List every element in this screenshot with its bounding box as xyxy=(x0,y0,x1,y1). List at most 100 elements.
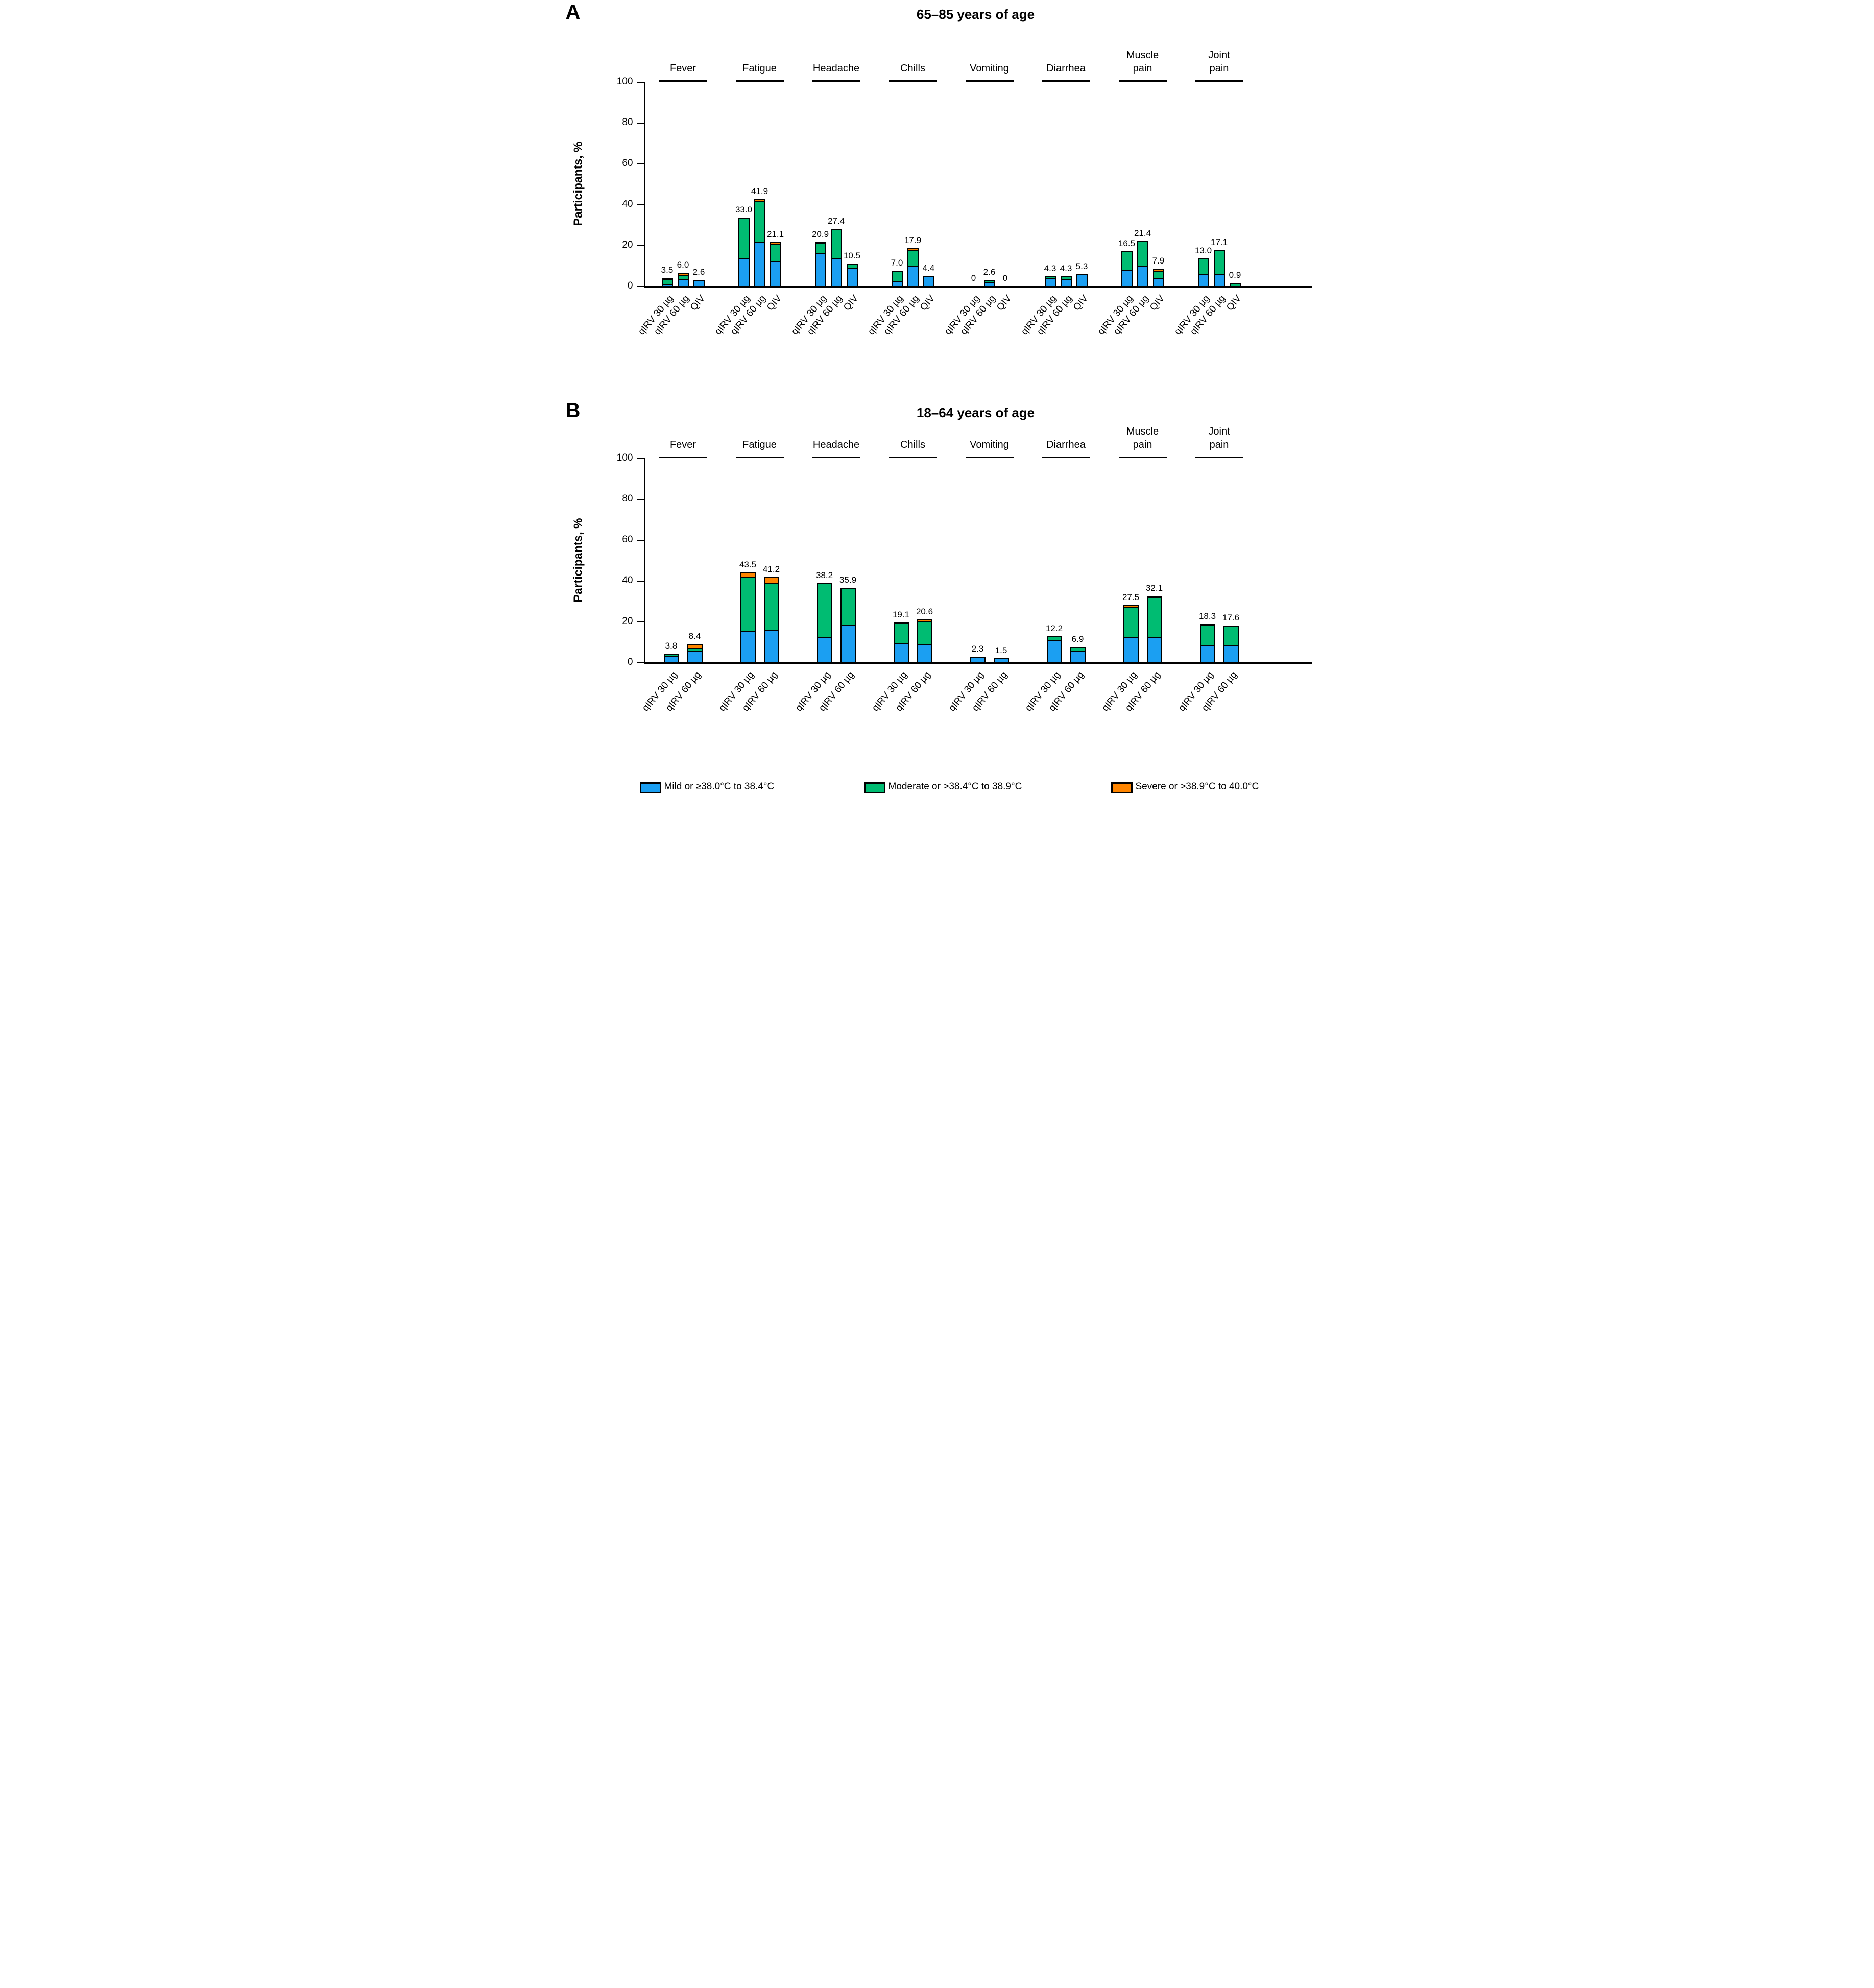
panel-b-bar-value-label: 38.2 xyxy=(815,570,833,580)
panel-a-bar-segment-moderate xyxy=(892,272,902,282)
panel-a-bar-value-label: 16.5 xyxy=(1118,238,1136,248)
panel-a-y-tick xyxy=(637,245,644,246)
panel-a-bar-segment-mild xyxy=(831,259,841,286)
panel-a-letter: A xyxy=(565,1,581,23)
panel-b-bar xyxy=(1070,647,1086,663)
panel-b-category-underline xyxy=(659,457,707,458)
panel-b-bar-value-label: 6.9 xyxy=(1071,634,1084,644)
panel-a-bar-value-label: 41.9 xyxy=(751,186,768,196)
panel-a-y-axis-line xyxy=(644,82,645,287)
panel-b-category-underline xyxy=(1195,457,1243,458)
panel-a-y-tick xyxy=(637,286,644,287)
panel-a-category-header: Fever xyxy=(669,63,696,74)
panel-b-y-tick xyxy=(637,458,644,459)
panel-b-y-tick xyxy=(637,540,644,541)
panel-a-bar-value-label: 2.6 xyxy=(983,267,996,277)
panel-b-bar-value-label: 3.8 xyxy=(665,641,678,651)
panel-b-bar-segment-mild xyxy=(971,658,984,662)
panel-b-bar-segment-severe xyxy=(1124,606,1138,608)
panel-b-bar-segment-mild xyxy=(1224,646,1238,662)
panel-a-bar xyxy=(830,229,842,287)
panel-a-bar xyxy=(1213,250,1225,287)
panel-b-category-header: Chills xyxy=(900,439,925,450)
panel-b-bar xyxy=(740,572,756,663)
panel-a-bar-segment-moderate xyxy=(755,202,764,244)
panel-a-bar-segment-mild xyxy=(908,267,918,286)
panel-a-bar-segment-severe xyxy=(1154,270,1163,272)
panel-a-bar-value-label: 4.4 xyxy=(922,263,935,273)
panel-a-category-header: Vomiting xyxy=(970,63,1009,74)
panel-b-bar-segment-mild xyxy=(918,645,931,662)
panel-a-bar xyxy=(677,273,689,287)
panel-a-category-header: Chills xyxy=(900,63,925,74)
panel-b-bar-segment-severe xyxy=(688,645,702,649)
panel-a-bar xyxy=(923,276,934,287)
panel-b-bar-segment-mild xyxy=(1147,638,1161,662)
panel-b-category-header: Fatigue xyxy=(742,439,777,450)
panel-a-bar-value-label: 6.0 xyxy=(677,260,689,270)
panel-a-bar-value-label: 17.9 xyxy=(904,235,922,245)
panel-b-bar-segment-moderate xyxy=(741,578,755,632)
panel-a-bar-segment-mild xyxy=(694,281,704,286)
panel-a-y-tick-label: 60 xyxy=(622,158,633,169)
panel-b-bar-segment-mild xyxy=(841,626,855,662)
panel-a-bar-segment-moderate xyxy=(1230,284,1240,286)
panel-a-bar-segment-moderate xyxy=(662,280,672,285)
panel-a-bar-segment-mild xyxy=(815,254,825,286)
panel-b-bar-segment-moderate xyxy=(1071,648,1085,653)
panel-b-bar-segment-mild xyxy=(1124,637,1138,662)
panel-b-y-tick xyxy=(637,499,644,500)
panel-a-bar-segment-moderate xyxy=(815,244,825,255)
panel-a-category-header: Fatigue xyxy=(742,63,777,74)
panel-b-category-underline xyxy=(1118,457,1167,458)
panel-b-y-tick-label: 100 xyxy=(616,452,633,463)
panel-a-bar-segment-mild xyxy=(1122,270,1132,286)
panel-b-category-header: Headache xyxy=(812,439,860,450)
panel-b-bar-segment-mild xyxy=(741,632,755,662)
panel-a-bar-value-label: 4.3 xyxy=(1044,264,1056,273)
panel-a-bar-segment-mild xyxy=(1154,279,1163,286)
panel-b-bar-value-label: 1.5 xyxy=(995,645,1007,655)
panel-a-bar-segment-moderate xyxy=(1214,251,1224,275)
panel-b-category-header: Joint pain xyxy=(1208,426,1230,450)
panel-a-category-underline xyxy=(1118,80,1167,82)
panel-a-category-underline xyxy=(965,80,1014,82)
panel-a-bar xyxy=(1076,274,1088,287)
panel-a-bar-segment-mild xyxy=(1138,267,1147,286)
panel-b-category-underline xyxy=(965,457,1014,458)
panel-a-bar xyxy=(1121,251,1133,287)
panel-b-bar-segment-mild xyxy=(894,644,908,662)
panel-b-bar-value-label: 12.2 xyxy=(1045,624,1063,633)
panel-a-bar-segment-mild xyxy=(1061,280,1071,286)
panel-b-bar-segment-severe xyxy=(741,573,755,578)
panel-b-bar-segment-mild xyxy=(994,659,1008,662)
panel-b-bar-segment-moderate xyxy=(664,655,678,657)
panel-a-bar-value-label: 17.1 xyxy=(1210,237,1228,247)
panel-a-x-axis-line xyxy=(644,286,1312,288)
panel-b-bar-value-label: 17.6 xyxy=(1222,613,1240,622)
panel-a-bar-value-label: 0 xyxy=(971,273,976,283)
panel-a-bar xyxy=(754,199,765,287)
panel-a-bar-value-label: 20.9 xyxy=(811,229,829,239)
panel-a-y-tick-label: 80 xyxy=(622,117,633,128)
panel-a-category-underline xyxy=(735,80,784,82)
panel-b-bar-value-label: 8.4 xyxy=(688,631,701,641)
panel-b-category-header: Diarrhea xyxy=(1046,439,1086,450)
panel-a-bar-segment-moderate xyxy=(771,245,780,262)
panel-a-bar xyxy=(1152,269,1164,287)
panel-a-y-tick-label: 100 xyxy=(616,76,633,87)
panel-b-bar-value-label: 32.1 xyxy=(1145,583,1163,593)
panel-b-bar xyxy=(1223,626,1239,663)
panel-b-bar xyxy=(816,583,832,663)
panel-b-bar-segment-mild xyxy=(1200,646,1214,662)
panel-b-bar-segment-severe xyxy=(1147,597,1161,598)
legend-swatch-severe xyxy=(1111,782,1133,793)
panel-a-bar xyxy=(1060,276,1072,287)
panel-b-title: 18–64 years of age xyxy=(916,405,1035,420)
panel-a-category-underline xyxy=(1195,80,1243,82)
panel-b-y-tick-label: 0 xyxy=(627,657,633,667)
panel-b-bar xyxy=(970,657,986,663)
panel-b-bar-value-label: 35.9 xyxy=(839,575,857,585)
panel-b-bar xyxy=(917,619,932,663)
panel-b-bar xyxy=(1146,596,1162,663)
